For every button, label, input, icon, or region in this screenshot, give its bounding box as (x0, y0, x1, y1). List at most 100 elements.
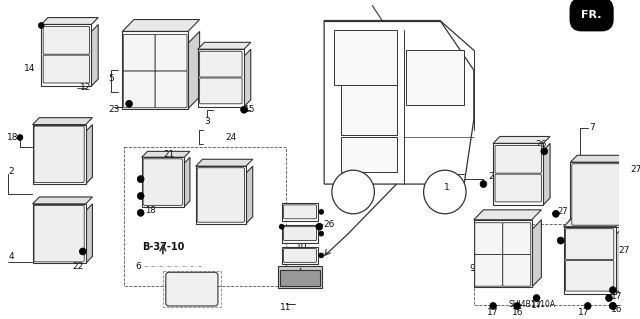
Circle shape (490, 302, 497, 309)
Text: 16: 16 (511, 308, 523, 317)
Text: 19: 19 (589, 165, 601, 174)
Text: 21: 21 (163, 150, 174, 159)
Text: 5: 5 (108, 73, 114, 83)
Text: 17: 17 (611, 292, 623, 300)
Polygon shape (196, 166, 246, 224)
Circle shape (557, 237, 564, 244)
Text: 10: 10 (296, 242, 308, 251)
Bar (334, 30, 397, 85)
Text: B-37-10: B-37-10 (141, 241, 184, 251)
Text: 18: 18 (6, 133, 18, 142)
Circle shape (620, 169, 627, 176)
Polygon shape (282, 247, 318, 264)
Text: 3: 3 (204, 117, 210, 126)
Circle shape (241, 106, 248, 113)
Text: 15: 15 (244, 105, 255, 114)
Polygon shape (564, 219, 623, 227)
Text: 18: 18 (145, 189, 156, 198)
Text: 18: 18 (145, 173, 156, 182)
Polygon shape (141, 157, 184, 207)
FancyBboxPatch shape (566, 260, 614, 291)
FancyBboxPatch shape (495, 174, 541, 202)
Polygon shape (474, 210, 541, 220)
Bar (340, 85, 397, 135)
Polygon shape (196, 159, 253, 166)
Polygon shape (532, 220, 541, 287)
Text: 26: 26 (323, 220, 335, 229)
Circle shape (584, 302, 591, 309)
Text: 24: 24 (225, 133, 236, 142)
Polygon shape (246, 166, 253, 224)
Text: 16: 16 (611, 306, 623, 315)
Bar (406, 50, 464, 105)
Circle shape (609, 302, 616, 309)
Polygon shape (122, 31, 188, 109)
Bar (340, 137, 397, 172)
Polygon shape (543, 144, 550, 205)
Text: 1: 1 (444, 182, 450, 191)
Text: 27: 27 (558, 207, 568, 216)
Circle shape (332, 170, 374, 214)
Circle shape (79, 248, 86, 255)
Polygon shape (198, 42, 251, 49)
Polygon shape (41, 18, 98, 25)
FancyBboxPatch shape (503, 255, 531, 286)
FancyBboxPatch shape (284, 227, 316, 241)
Text: 17: 17 (488, 308, 499, 317)
FancyBboxPatch shape (43, 55, 90, 83)
Text: 8: 8 (568, 219, 573, 228)
Polygon shape (244, 49, 251, 107)
Polygon shape (33, 118, 92, 125)
FancyBboxPatch shape (475, 223, 503, 255)
Polygon shape (616, 227, 623, 294)
FancyBboxPatch shape (495, 145, 541, 173)
Circle shape (424, 170, 466, 214)
Circle shape (17, 135, 23, 140)
Polygon shape (33, 125, 86, 184)
Text: 17: 17 (578, 308, 589, 317)
FancyBboxPatch shape (43, 26, 90, 54)
Circle shape (541, 148, 548, 155)
Circle shape (138, 176, 144, 182)
Text: SHJ4B1110A: SHJ4B1110A (508, 300, 556, 308)
FancyBboxPatch shape (197, 168, 244, 222)
Circle shape (319, 231, 324, 236)
Polygon shape (188, 31, 200, 109)
Text: 13: 13 (281, 226, 292, 235)
Polygon shape (474, 220, 532, 287)
Polygon shape (570, 162, 625, 227)
Text: 20: 20 (488, 172, 500, 181)
Circle shape (138, 209, 144, 216)
Polygon shape (141, 151, 190, 157)
Circle shape (319, 253, 324, 258)
Text: 4: 4 (8, 252, 14, 261)
Circle shape (552, 210, 559, 217)
Text: 27: 27 (619, 246, 630, 255)
Polygon shape (33, 197, 92, 204)
Polygon shape (41, 25, 92, 86)
Text: 23: 23 (108, 105, 119, 114)
FancyBboxPatch shape (572, 164, 623, 225)
FancyBboxPatch shape (284, 249, 316, 262)
Polygon shape (564, 227, 616, 294)
Bar (280, 270, 320, 286)
Text: 18: 18 (145, 206, 156, 215)
Circle shape (138, 192, 144, 199)
Text: 9: 9 (469, 264, 475, 273)
Circle shape (316, 223, 323, 230)
FancyBboxPatch shape (124, 71, 155, 108)
Polygon shape (33, 204, 86, 263)
Polygon shape (324, 20, 474, 184)
Circle shape (125, 100, 132, 107)
Polygon shape (282, 225, 318, 242)
Text: 14: 14 (24, 63, 35, 73)
Polygon shape (625, 162, 631, 227)
Text: 26: 26 (536, 140, 547, 149)
FancyBboxPatch shape (124, 34, 155, 71)
Circle shape (279, 224, 284, 229)
Bar (474, 224, 623, 305)
FancyBboxPatch shape (200, 78, 242, 104)
FancyBboxPatch shape (143, 159, 182, 205)
Polygon shape (86, 204, 92, 263)
Circle shape (514, 302, 520, 309)
